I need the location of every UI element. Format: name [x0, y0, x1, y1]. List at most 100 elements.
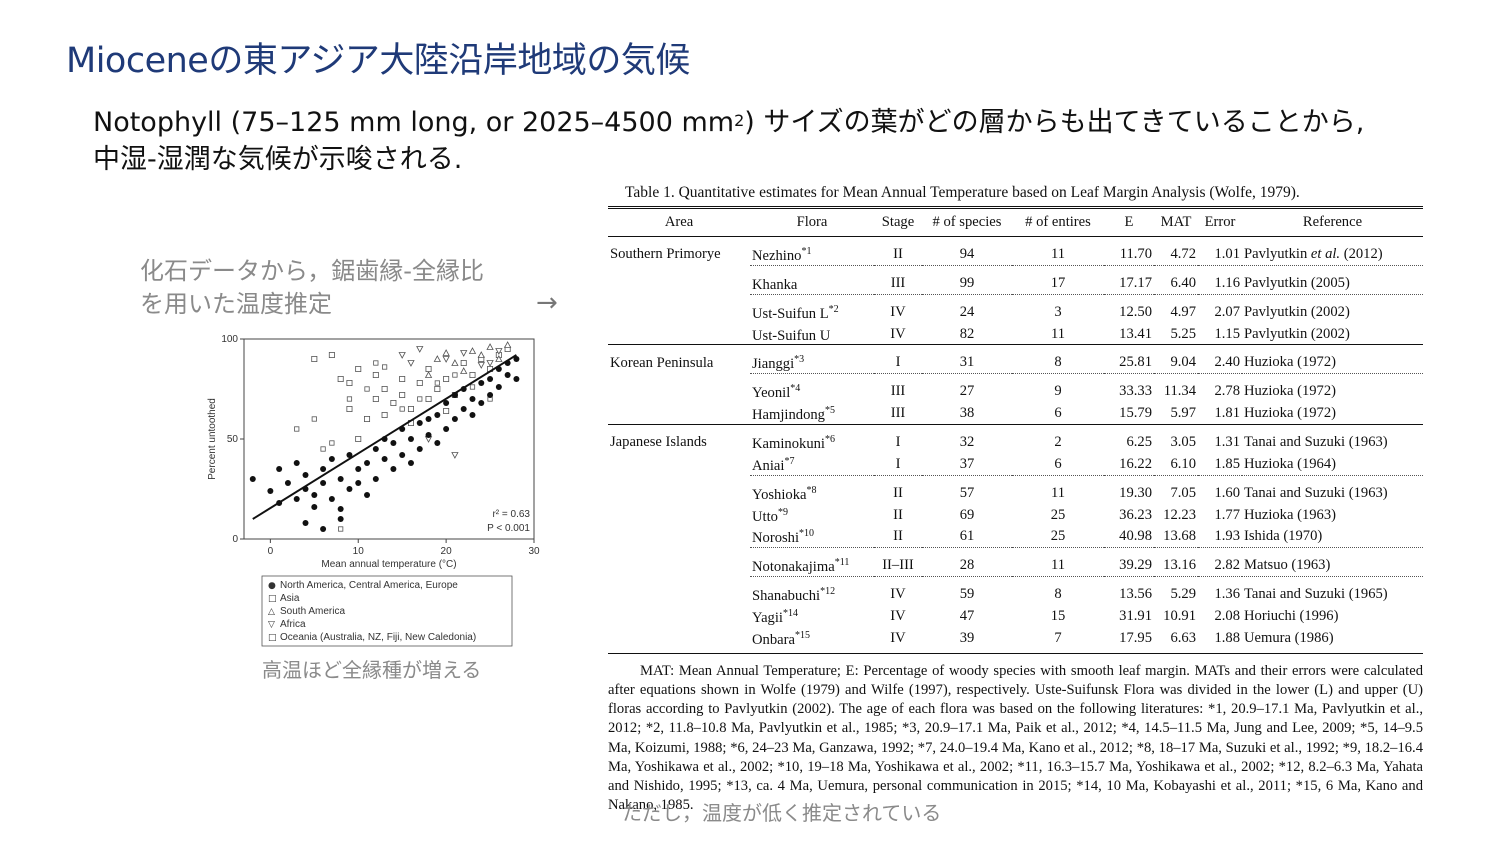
cell-species: 69 — [959, 506, 975, 523]
data-point — [311, 492, 318, 498]
cell-e: 39.29 — [1104, 547, 1154, 577]
flora-footnote: *12 — [820, 586, 836, 598]
data-point — [346, 486, 353, 492]
data-point — [433, 355, 442, 362]
cell-mat: 10.91 — [1163, 607, 1196, 624]
data-point — [381, 456, 388, 462]
cell-entires: 6 — [1054, 405, 1062, 422]
cell-e: 16.22 — [1119, 455, 1152, 472]
reference-etal: et al. — [1310, 245, 1341, 262]
cell-area: Korean Peninsula — [608, 344, 750, 374]
data-point — [337, 376, 344, 383]
cell-mat: 4.97 — [1154, 293, 1198, 323]
cell-flora: Nezhino*1 — [750, 237, 874, 266]
reference-author: Pavlyutkin (2002) — [1244, 325, 1350, 342]
data-point — [425, 396, 432, 403]
x-tick-label: 0 — [268, 546, 274, 557]
header-area: Area — [664, 214, 694, 230]
cell-reference: Huzioka (1972) — [1242, 344, 1423, 374]
subtitle-superscript: 2 — [734, 111, 745, 130]
flora-name: Ust-Suifun L — [752, 305, 829, 322]
header-mat: MAT — [1160, 214, 1192, 230]
reference-author: Pavlyutkin (2002) — [1244, 303, 1350, 320]
flora-footnote: *1 — [801, 246, 812, 257]
data-point — [302, 520, 309, 526]
cell-reference: Huzioka (1963) — [1242, 504, 1423, 526]
data-point — [478, 380, 485, 386]
table-caption: Table 1. Quantitative estimates for Mean… — [625, 184, 1300, 201]
cell-species: 28 — [922, 547, 1012, 577]
data-point — [487, 392, 494, 398]
legend-box — [261, 575, 513, 647]
data-point — [338, 526, 344, 532]
data-point — [320, 446, 326, 452]
flora-name: Aniai — [752, 457, 785, 474]
cell-mat: 5.25 — [1170, 325, 1196, 342]
data-point — [328, 456, 335, 462]
data-point — [276, 466, 283, 472]
cell-entires: 25 — [1050, 528, 1066, 545]
legend-marker: ● — [268, 581, 276, 591]
data-point — [451, 359, 459, 366]
cell-area — [608, 525, 750, 547]
table-row: Ust-Suifun U IV 82 11 13.41 5.25 1.15 Pavlyutki… — [608, 323, 1423, 345]
cell-reference: Matsuo (1963) — [1242, 547, 1423, 577]
cell-mat: 9.04 — [1154, 344, 1198, 374]
data-point — [416, 346, 424, 353]
cell-error: 1.16 — [1198, 264, 1242, 295]
cell-mat: 7.05 — [1154, 474, 1198, 504]
cell-flora: Kaminokuni*6 — [750, 424, 874, 453]
data-point — [407, 436, 414, 442]
cell-error: 1.88 — [1198, 626, 1242, 654]
cell-stage: IV — [874, 626, 922, 654]
reference-author: Ishida (1970) — [1244, 528, 1323, 545]
table-header-row: Area Flora Stage # of species # of entir… — [608, 207, 1423, 237]
table-row: Japanese Islands Kaminokuni*6 I 32 2 6.25 3.05… — [608, 424, 1423, 453]
cell-stage: IV — [890, 325, 906, 342]
data-point — [417, 396, 423, 402]
cell-flora: Jianggi*3 — [750, 344, 874, 374]
legend-marker: ▽ — [268, 620, 275, 630]
data-point — [503, 341, 512, 348]
cell-flora: Noroshi*10 — [750, 525, 874, 547]
callout-text: 化石データから，鋸歯縁-全縁比 を用いた温度推定 — [140, 255, 484, 321]
data-point — [390, 440, 397, 446]
legend-label: South America — [280, 606, 345, 617]
data-point — [364, 386, 370, 392]
data-point — [390, 466, 397, 472]
cell-reference: Tanai and Suzuki (1963) — [1242, 474, 1423, 504]
cell-stage: II–III — [874, 547, 922, 577]
data-point — [407, 360, 415, 367]
data-point — [381, 386, 388, 393]
reference-author: Huzioka (1964) — [1244, 455, 1336, 472]
cell-flora: Ust-Suifun U — [750, 323, 874, 345]
cell-error: 2.40 — [1198, 344, 1242, 374]
flora-name: Khanka — [752, 276, 798, 293]
cell-e: 33.33 — [1104, 373, 1154, 403]
cell-stage: II — [893, 506, 903, 523]
cell-error: 1.01 — [1214, 245, 1240, 262]
data-point — [311, 416, 317, 422]
data-point — [355, 436, 362, 443]
legend-marker: △ — [268, 607, 275, 617]
data-point — [311, 504, 318, 510]
data-point — [487, 376, 494, 382]
cell-mat: 6.10 — [1170, 455, 1196, 472]
flora-name: Nezhino — [752, 247, 802, 264]
legend-label: Oceania (Australia, NZ, Fiji, New Caledo… — [280, 632, 476, 643]
cell-mat: 5.29 — [1154, 576, 1198, 606]
legend-label: Africa — [280, 619, 306, 630]
data-point — [320, 480, 327, 486]
table-row: Noroshi*10 II 61 25 40.98 13.68 1.93 Ishida (19… — [608, 525, 1423, 547]
reference-author: Huzioka (1963) — [1244, 506, 1336, 523]
cell-error: 2.78 — [1198, 373, 1242, 403]
cell-e: 11.70 — [1119, 245, 1152, 262]
data-point — [267, 488, 274, 494]
data-point — [346, 396, 353, 402]
data-point — [478, 400, 485, 406]
cell-entires: 6 — [1054, 455, 1062, 472]
cell-area — [608, 475, 750, 503]
cell-reference: Pavlyutkin (2002) — [1242, 293, 1423, 323]
cell-entires: 25 — [1050, 506, 1066, 523]
table-row: Yagii*14 IV 47 15 31.91 10.91 2.08 Horiuchi (19… — [608, 605, 1423, 627]
